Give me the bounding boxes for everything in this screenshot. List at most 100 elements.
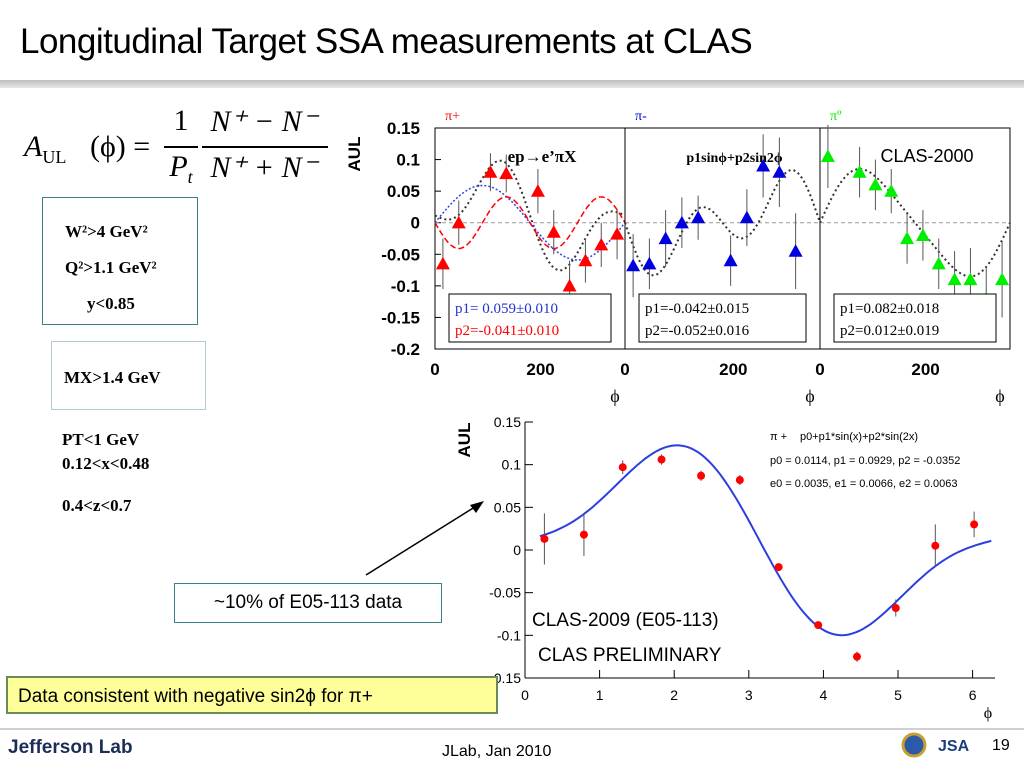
bottom-data-point bbox=[774, 563, 783, 572]
cuts-box-kinematics: W²>4 GeV² Q²>1.1 GeV² y<0.85 bbox=[42, 197, 198, 325]
top-y-tick-label: -0.1 bbox=[391, 277, 420, 296]
bottom-data-point bbox=[579, 530, 588, 539]
top-data-point bbox=[578, 253, 593, 267]
top-y-tick-label: -0.15 bbox=[381, 308, 420, 327]
top-data-point bbox=[499, 166, 514, 180]
jefferson-lab-logo: Jefferson Lab bbox=[8, 737, 133, 758]
top-x-tick-label: 200 bbox=[719, 360, 747, 379]
partner-logos-icon: JSA bbox=[901, 732, 970, 758]
formula-frac1-bar bbox=[164, 146, 198, 148]
top-y-tick-label: 0.15 bbox=[387, 119, 420, 138]
top-data-point bbox=[963, 272, 978, 286]
bottom-x-tick-label: 1 bbox=[596, 687, 604, 703]
top-panel-header: CLAS-2000 bbox=[880, 146, 973, 166]
bottom-legend-series: π + bbox=[770, 431, 787, 443]
svg-text:JSA: JSA bbox=[938, 738, 970, 755]
bottom-x-tick-label: 0 bbox=[521, 687, 529, 703]
top-y-axis-label: AUL bbox=[345, 137, 364, 172]
cut-mx: MX>1.4 GeV bbox=[64, 368, 161, 387]
top-x-tick-label: 200 bbox=[911, 360, 939, 379]
top-data-point bbox=[435, 256, 450, 270]
top-series-label: π+ bbox=[445, 109, 460, 124]
bottom-label-preliminary: CLAS PRELIMINARY bbox=[538, 645, 722, 666]
bottom-y-tick-label: 0.1 bbox=[502, 457, 522, 473]
bottom-data-point bbox=[931, 541, 940, 550]
top-y-tick-label: -0.2 bbox=[391, 340, 420, 359]
bottom-x-tick-label: 3 bbox=[745, 687, 753, 703]
top-data-point bbox=[658, 231, 673, 245]
top-panel-frame bbox=[819, 127, 1011, 350]
bottom-data-point bbox=[814, 621, 823, 630]
top-y-tick-label: 0.1 bbox=[396, 151, 420, 170]
top-fit-label-p2: p2=0.012±0.019 bbox=[840, 323, 939, 339]
bottom-y-tick-label: -0.1 bbox=[497, 627, 521, 643]
top-x-tick-label: 0 bbox=[430, 360, 439, 379]
formula-lhs: A bbox=[24, 130, 43, 163]
top-fit-label-p2: p2=-0.041±0.010 bbox=[455, 323, 559, 339]
cut-q2: Q²>1.1 GeV² bbox=[65, 258, 157, 277]
bottom-fit-curve bbox=[539, 444, 992, 637]
bottom-data-point bbox=[618, 463, 627, 472]
top-x-tick-label: 0 bbox=[620, 360, 629, 379]
top-data-point bbox=[772, 165, 787, 178]
top-panel-header: p1sinϕ+p2sin2ϕ bbox=[686, 151, 783, 166]
cut-z: 0.4<z<0.7 bbox=[62, 496, 132, 515]
top-data-point bbox=[739, 210, 754, 224]
data-fraction-note: ~10% of E05-113 data bbox=[174, 583, 442, 623]
top-x-tick-label: 200 bbox=[526, 360, 554, 379]
top-fit-label-p2: p2=-0.052±0.016 bbox=[645, 323, 750, 339]
top-data-point bbox=[626, 258, 641, 272]
bottom-data-point bbox=[891, 604, 900, 613]
bottom-y-tick-label: 0.15 bbox=[494, 414, 521, 430]
top-y-tick-label: -0.05 bbox=[381, 245, 420, 264]
top-x-tick-label: 0 bbox=[815, 360, 824, 379]
bottom-data-point bbox=[657, 455, 666, 464]
formula-frac2-num: N⁺ − N⁻ bbox=[210, 105, 318, 138]
formula-arg: (ϕ) = bbox=[90, 130, 151, 163]
cut-x: 0.12<x<0.48 bbox=[62, 454, 150, 473]
bottom-x-tick-label: 2 bbox=[670, 687, 678, 703]
top-data-point bbox=[530, 184, 545, 197]
bottom-data-point bbox=[697, 471, 706, 480]
title-divider bbox=[0, 80, 1024, 88]
top-fit-label-p1: p1=-0.042±0.015 bbox=[645, 301, 749, 317]
top-fit-curve bbox=[624, 168, 821, 277]
top-data-point bbox=[756, 158, 771, 172]
top-fit-curve bbox=[819, 168, 1011, 278]
formula: AUL (ϕ) = 1 Pt N⁺ − N⁻ N⁺ + N⁻ bbox=[24, 104, 334, 194]
pointer-arrow bbox=[365, 501, 484, 576]
top-data-point bbox=[884, 184, 899, 197]
bottom-legend-fit: p0+p1*sin(x)+p2*sin(2x) bbox=[800, 431, 918, 443]
bottom-y-tick-label: -0.05 bbox=[489, 585, 521, 601]
top-sin2-component bbox=[434, 196, 626, 250]
bottom-y-tick-label: 0 bbox=[513, 542, 521, 558]
page-number: 19 bbox=[992, 737, 1010, 754]
bottom-fit-params-2: e0 = 0.0035, e1 = 0.0066, e2 = 0.0063 bbox=[770, 478, 957, 490]
top-y-tick-label: 0 bbox=[411, 214, 420, 233]
top-data-point bbox=[915, 228, 930, 241]
bottom-data-point bbox=[540, 534, 549, 543]
conclusion-banner: Data consistent with negative sin2ϕ for … bbox=[6, 676, 498, 714]
top-data-point bbox=[451, 215, 466, 229]
top-data-point bbox=[868, 177, 883, 191]
top-fit-label-p1: p1= 0.059±0.010 bbox=[455, 301, 558, 317]
top-data-point bbox=[674, 215, 689, 229]
top-series-label: π- bbox=[635, 109, 647, 124]
bottom-y-axis-label: AUL bbox=[455, 423, 474, 458]
top-data-point bbox=[546, 225, 561, 238]
formula-frac2-bar bbox=[202, 146, 328, 148]
formula-frac1-den: P bbox=[169, 150, 188, 183]
cut-y: y<0.85 bbox=[87, 294, 135, 313]
formula-lhs-sub: UL bbox=[42, 147, 67, 167]
top-x-axis-label: ϕ bbox=[995, 386, 1004, 406]
top-asymmetry-chart: AUL 0.15 0.1 0.05 0 -0.05 -0.1 -0.15 -0.2 π+ 0 200 ϕ… bbox=[345, 109, 1011, 406]
top-data-point bbox=[788, 244, 803, 257]
bottom-x-tick-label: 5 bbox=[894, 687, 902, 703]
slide-title: Longitudinal Target SSA measurements at … bbox=[20, 22, 753, 61]
top-data-point bbox=[852, 165, 867, 178]
bottom-x-tick-label: 6 bbox=[969, 687, 977, 703]
top-x-axis-label: ϕ bbox=[805, 386, 814, 406]
top-fit-label-box bbox=[448, 293, 612, 343]
top-data-point bbox=[562, 278, 577, 292]
